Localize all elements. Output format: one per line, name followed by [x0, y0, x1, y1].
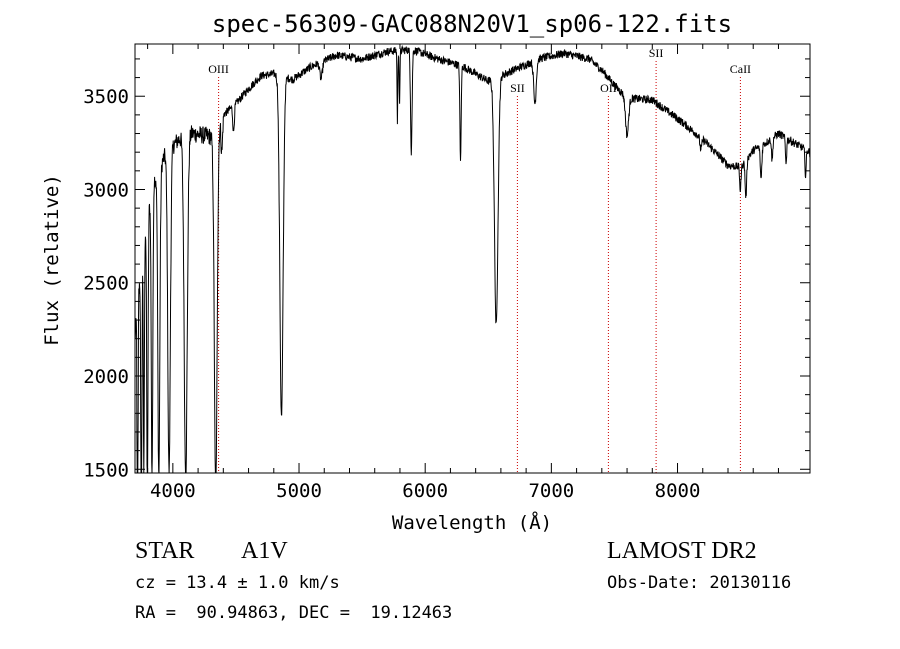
survey-name: LAMOST DR2 [607, 538, 757, 564]
y-tick-label: 3500 [83, 86, 129, 108]
marker-label: CaII [730, 62, 751, 76]
spectral-subclass: A1V [241, 538, 288, 564]
y-tick-label: 3000 [83, 179, 129, 201]
x-tick-label: 5000 [276, 480, 322, 502]
axis-ticks: 4000 5000 6000 7000 8000 1500 2000 2500 3000 3500 [83, 44, 810, 502]
marker-label: SII [649, 46, 664, 60]
y-tick-label: 2000 [83, 366, 129, 388]
x-tick-label: 6000 [402, 480, 448, 502]
plot-frame [134, 43, 811, 474]
observation-date: Obs-Date: 20130116 [607, 573, 792, 593]
spectrum-series [134, 44, 811, 474]
x-tick-label: 7000 [528, 480, 574, 502]
y-tick-label: 1500 [83, 459, 129, 481]
x-axis-label: Wavelength (Å) [392, 511, 552, 534]
y-tick-label: 2500 [83, 273, 129, 295]
coordinates: RA = 90.94863, DEC = 19.12463 [135, 603, 453, 623]
object-type: STAR [135, 538, 195, 564]
x-tick-label: 8000 [655, 480, 701, 502]
y-axis-label: Flux (relative) [41, 174, 63, 346]
marker-label: OIII [208, 62, 229, 76]
x-tick-label: 4000 [150, 480, 196, 502]
chart-title: spec-56309-GAC088N20V1_sp06-122.fits [212, 10, 732, 38]
redshift-velocity: cz = 13.4 ± 1.0 km/s [135, 573, 340, 593]
spectrum-line [134, 44, 811, 474]
marker-label: SII [510, 81, 525, 95]
